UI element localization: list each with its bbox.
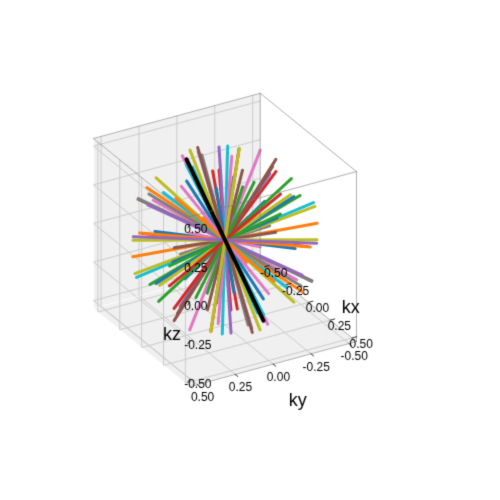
- plot-3d-canvas: [0, 0, 500, 500]
